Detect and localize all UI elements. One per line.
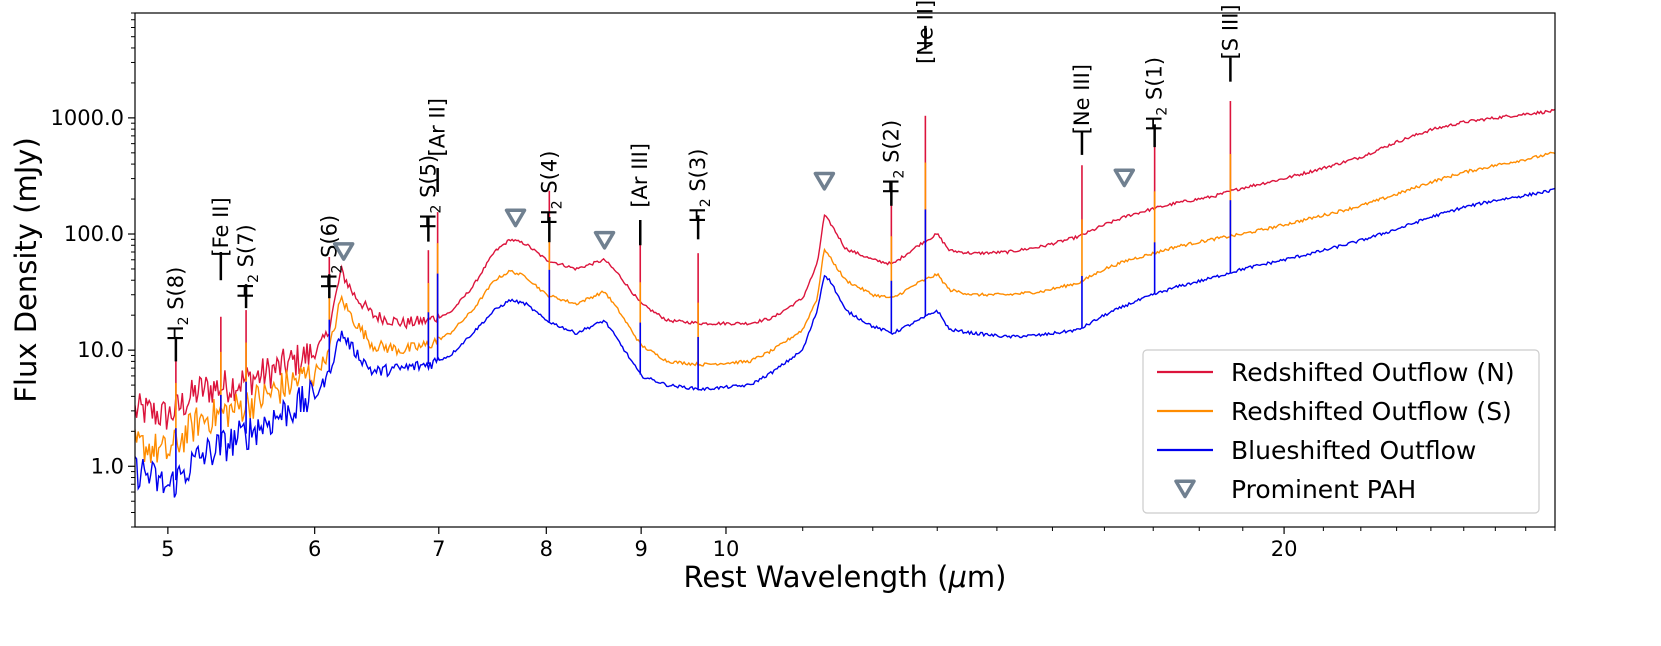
legend: Redshifted Outflow (N) Redshifted Outflow… (1142, 349, 1540, 514)
series-layer (135, 101, 1555, 498)
pah-marker (1113, 168, 1136, 188)
axes-layer: 5 6 7 8 9 10 20 1.0 10.0 100.0 1000.0 Rest Waveleng… (9, 12, 1556, 594)
emission-line-label: [Ar III] (628, 143, 652, 208)
series-line-blueshifted-outflow (135, 187, 1555, 498)
y-tick-label: 1000.0 (51, 106, 124, 130)
emission-line-label: H2 S(4) (537, 151, 565, 225)
emission-line-label: H2 S(1) (1143, 57, 1171, 131)
x-axis-title: Rest Wavelength (μm) (684, 560, 1007, 594)
x-tick-label: 10 (713, 537, 740, 561)
legend-swatch-pah-icon (1174, 479, 1196, 499)
series-line-redshifted-outflow-s (135, 151, 1555, 463)
legend-box (1142, 349, 1540, 514)
y-tick-label: 100.0 (64, 222, 124, 246)
x-tick-label: 20 (1271, 537, 1298, 561)
emission-line-label: H2 S(6) (317, 215, 345, 289)
pah-marker (813, 171, 836, 191)
legend-label: Redshifted Outflow (N) (1231, 358, 1515, 387)
x-tick-label: 9 (634, 537, 647, 561)
y-tick-label: 1.0 (91, 454, 124, 478)
x-tick-label: 8 (540, 537, 553, 561)
x-tick-label: 5 (161, 537, 174, 561)
emission-line-label: H2 S(7) (234, 224, 262, 298)
legend-label: Redshifted Outflow (S) (1231, 397, 1512, 426)
pah-marker (332, 242, 355, 261)
series-line-redshifted-outflow-n (135, 108, 1555, 430)
pah-marker-layer (332, 168, 1136, 261)
plot-frame (134, 12, 1556, 528)
emission-line-label: H2 S(5) (416, 155, 444, 229)
y-axis-title: Flux Density (mJy) (9, 137, 43, 403)
legend-label: Blueshifted Outflow (1231, 436, 1476, 465)
x-tick-label: 6 (308, 537, 321, 561)
y-tick-label: 10.0 (77, 338, 124, 362)
emission-line-label: [Ne III] (1070, 64, 1094, 134)
emission-line-layer: H2 S(8)[Fe II]H2 S(7)H2 S(6) H2 S(5)[Ar I… (164, 0, 1242, 362)
emission-line-label: [Fe II] (209, 197, 233, 256)
legend-label: Prominent PAH (1231, 475, 1416, 504)
pah-marker (593, 230, 616, 250)
pah-marker (504, 208, 527, 228)
emission-line-label: H2 S(3) (686, 149, 714, 223)
emission-line-label: H2 S(2) (879, 120, 907, 194)
emission-line-label: [Ar II] (426, 98, 450, 156)
emission-line-label: [Ne II] (913, 0, 937, 64)
emission-line-label: H2 S(8) (164, 267, 192, 341)
x-tick-label: 7 (432, 537, 445, 561)
